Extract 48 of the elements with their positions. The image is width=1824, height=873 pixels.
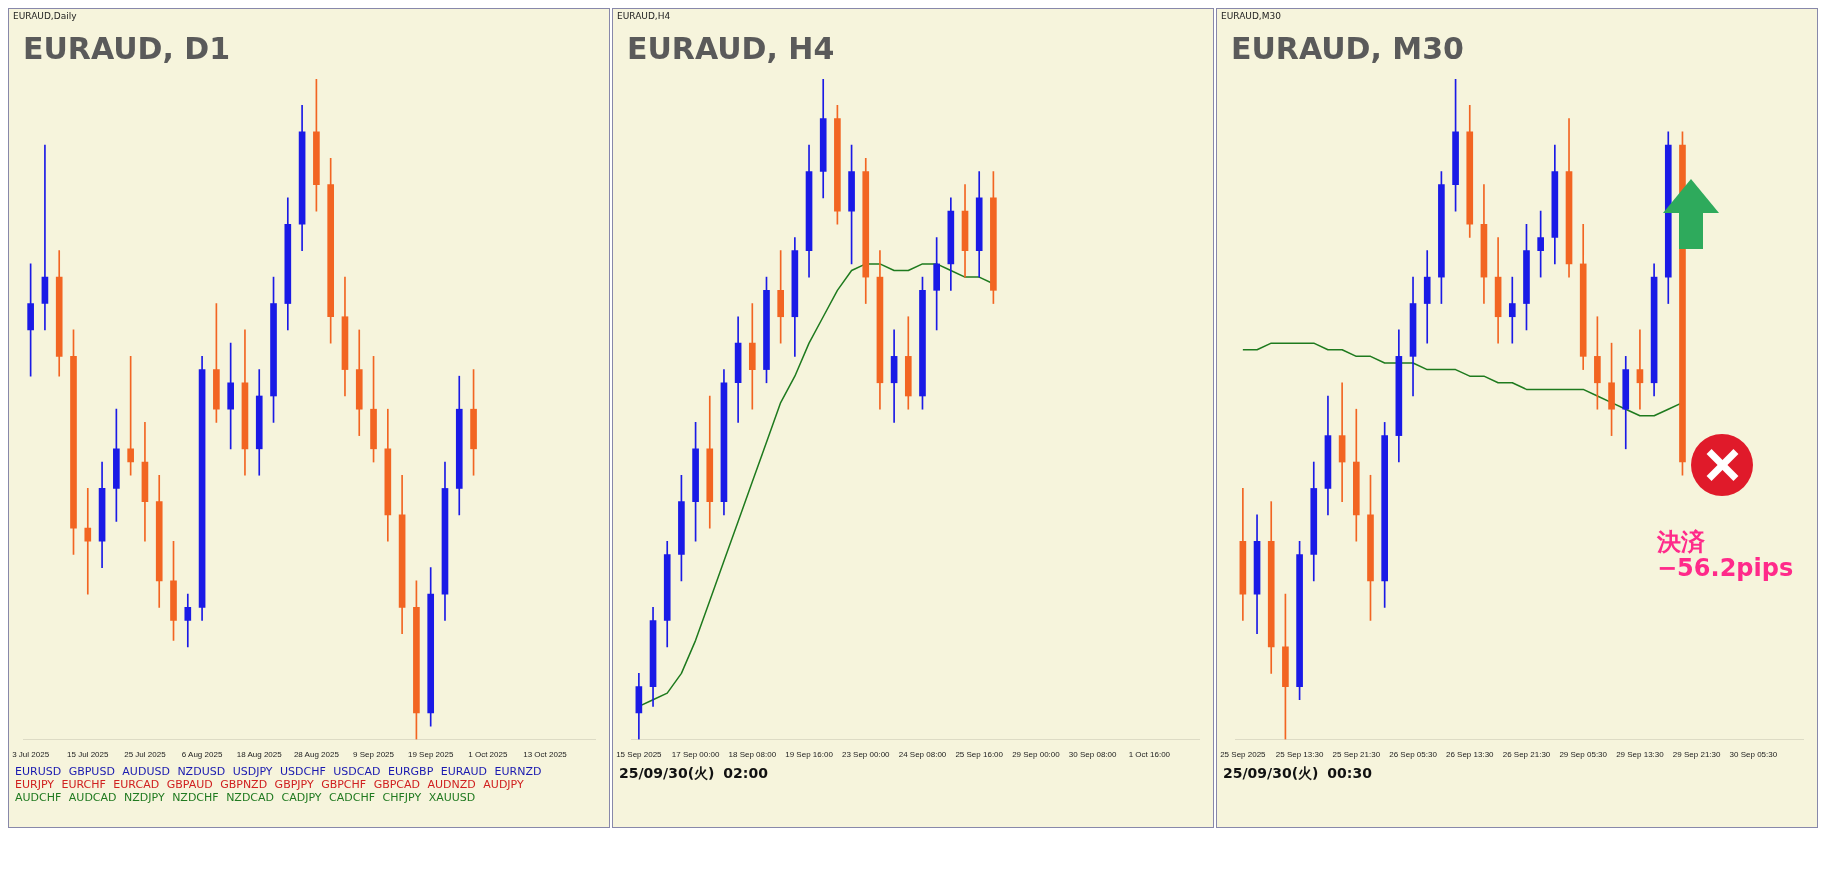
x-tick-label: 1 Oct 2025 <box>468 750 508 760</box>
text: EURAUD,H4 <box>616 10 672 23</box>
x-tick-label: 6 Aug 2025 <box>181 750 223 760</box>
x-tick-label: 29 Sep 13:30 <box>1616 750 1665 760</box>
text: EURAUD,Daily <box>12 10 78 23</box>
x-tick-label: 29 Sep 05:30 <box>1559 750 1608 760</box>
candlestick <box>1508 276 1516 344</box>
x-tick-label: 3 Jul 2025 <box>12 750 50 760</box>
text: EURAUD,M30 <box>1220 10 1282 23</box>
x-tick-label: 26 Sep 05:30 <box>1389 750 1438 760</box>
x-tick-label: 25 Sep 16:00 <box>955 750 1004 760</box>
x-tick-label: 19 Sep 16:00 <box>785 750 834 760</box>
text: EURUSD GBPUSD AUDUSD NZDUSD USDJPY USDCHF USDCAD EURGBP EURAUD EURNZD <box>15 765 543 778</box>
candlestick <box>84 488 92 595</box>
candlestick <box>1338 382 1346 502</box>
text: 25/09/30(火) 00:30 <box>1223 765 1373 783</box>
annotation: 決済 −56.2pips <box>1657 528 1795 583</box>
x-tick-label: 18 Sep 08:00 <box>728 750 777 760</box>
text: AUDCHF AUDCAD NZDJPY NZDCHF NZDCAD CADJPY CADCHF CHFJPY XAUUSD <box>15 791 477 804</box>
x-tick-label: 25 Sep 21:30 <box>1332 750 1381 760</box>
x-tick-label: 17 Sep 00:00 <box>671 750 720 760</box>
x-tick-label: 30 Sep 08:00 <box>1068 750 1117 760</box>
x-tick-label: 25 Sep 2025 <box>1220 750 1267 760</box>
x-tick-label: 25 Jul 2025 <box>124 750 167 760</box>
x-tick-label: 30 Sep 05:30 <box>1729 750 1778 760</box>
x-tick-label: 15 Sep 2025 <box>616 750 663 760</box>
text: EURJPY EURCHF EURCAD GBPAUD GBPNZD GBPJPY GBPCHF GBPCAD AUDNZD AUDJPY <box>15 778 525 791</box>
x-tick-label: 26 Sep 21:30 <box>1502 750 1551 760</box>
x-tick-label: 19 Sep 2025 <box>408 750 454 760</box>
chart-title: EURAUD, H4 <box>627 30 835 66</box>
candlestick <box>41 144 49 331</box>
candlestick <box>748 303 756 410</box>
x-tick-label: 28 Aug 2025 <box>293 750 340 760</box>
x-tick-label: 24 Sep 08:00 <box>898 750 947 760</box>
x-tick-label: 9 Sep 2025 <box>353 750 395 760</box>
x-tick-label: 1 Oct 16:00 <box>1128 750 1171 760</box>
candlestick <box>1636 329 1644 410</box>
chart-title: EURAUD, M30 <box>1231 30 1464 66</box>
x-tick-label: 18 Aug 2025 <box>236 750 283 760</box>
x-tick-label: 13 Oct 2025 <box>523 750 568 760</box>
x-tick-label: 23 Sep 00:00 <box>841 750 891 760</box>
x-tick-label: 25 Sep 13:30 <box>1275 750 1324 760</box>
chart-title: EURAUD, D1 <box>23 30 231 66</box>
text: 25/09/30(火) 02:00 <box>619 765 769 783</box>
x-tick-label: 26 Sep 13:30 <box>1445 750 1495 760</box>
x-tick-label: 15 Jul 2025 <box>67 750 110 760</box>
x-tick-label: 29 Sep 21:30 <box>1672 750 1721 760</box>
x-tick-label: 29 Sep 00:00 <box>1012 750 1061 760</box>
